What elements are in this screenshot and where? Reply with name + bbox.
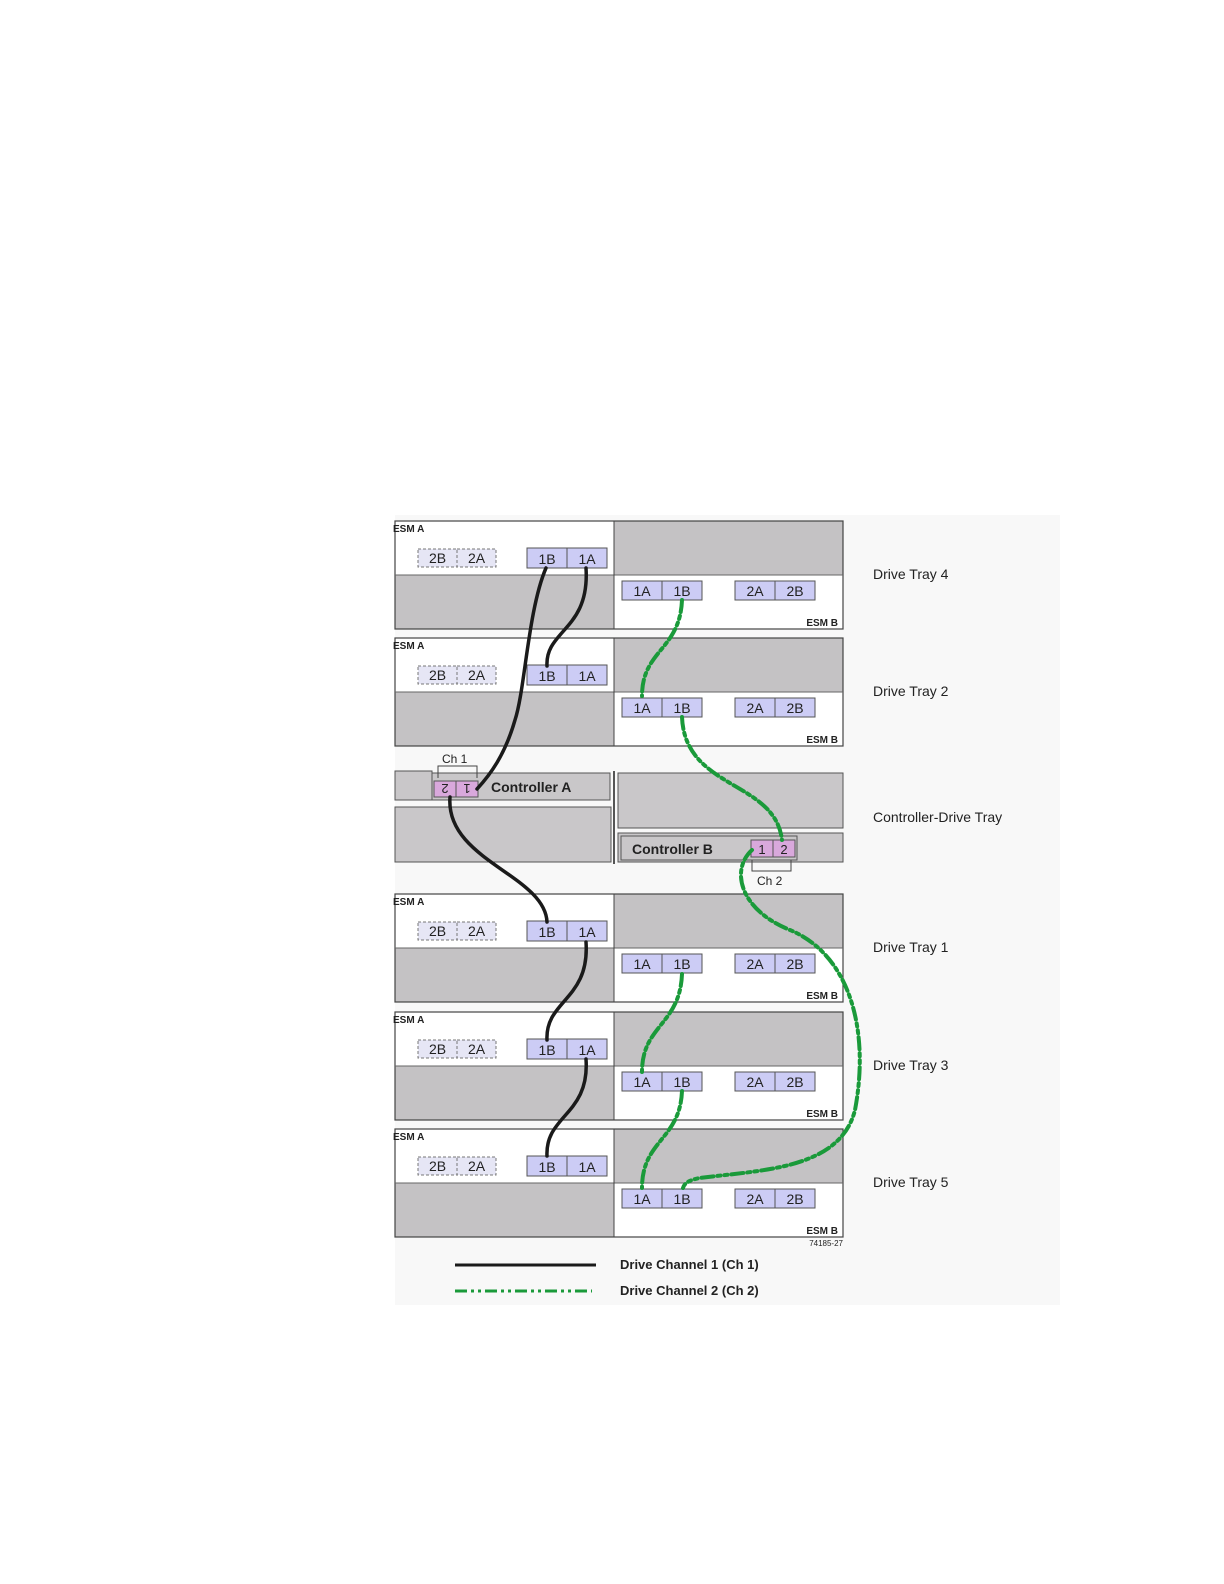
ch2-cable-tray2-1b-to-controller-b: [680, 715, 784, 842]
ch1-cable-tray1-1a-to-tray3-1b: [545, 940, 588, 1042]
esm-a-port-1b-label: 1B: [538, 668, 555, 684]
esm-a-port-1a-label: 1A: [578, 551, 596, 567]
ch2-bracket: [751, 860, 792, 872]
esm-a-port-2b-label: 2B: [429, 1158, 446, 1174]
esm-a-port-1a: [566, 1155, 608, 1177]
ch2-label: Ch 2: [757, 874, 783, 888]
esm-b-port-2b-label: 2B: [786, 583, 803, 599]
controller-b-port-2-label: 2: [780, 842, 787, 857]
esm-a-port-2a: [456, 1156, 497, 1176]
esm-b-port-2b: [774, 580, 816, 601]
esm-b-port-2a-label: 2A: [746, 700, 764, 716]
esm-a-port-2a-label: 2A: [468, 1041, 486, 1057]
esm-a-port-2b-label: 2B: [429, 1041, 446, 1057]
ch2-cable-tray3-1b-to-tray5-1a: [640, 1089, 684, 1190]
controller-a-port-2-label: 2: [441, 781, 448, 796]
controller-b-label: Controller B: [632, 841, 713, 857]
drive-tray-label: Drive Tray 1: [873, 939, 949, 955]
drive-tray-label: Drive Tray 3: [873, 1057, 949, 1073]
esm-b-port-2b-label: 2B: [786, 956, 803, 972]
esm-a-label: ESM A: [393, 524, 424, 535]
ch1-cable-tray4-1b-to-controller-a: [475, 566, 548, 791]
esm-a-port-1a-label: 1A: [578, 924, 596, 940]
esm-b-port-1b-label: 1B: [673, 956, 690, 972]
esm-a-label: ESM A: [393, 641, 424, 652]
esm-b-port-2a-label: 2A: [746, 1191, 764, 1207]
esm-b-port-1b-label: 1B: [673, 1074, 690, 1090]
esm-b-port-2b: [774, 1188, 816, 1209]
ch1-label: Ch 1: [442, 752, 468, 766]
esm-a-port-1b-label: 1B: [538, 551, 555, 567]
figure-id: 74185-27: [809, 1239, 843, 1248]
esm-a-label: ESM A: [393, 1015, 424, 1026]
esm-a-port-2a-label: 2A: [468, 1158, 486, 1174]
esm-a-port-2b-label: 2B: [429, 550, 446, 566]
esm-b-label: ESM B: [806, 1109, 838, 1120]
ch2-cable-tray1-1b-to-tray3-1a: [640, 972, 684, 1074]
esm-b-port-1b-label: 1B: [673, 1191, 690, 1207]
esm-a-port-2a: [456, 665, 497, 685]
esm-a-port-1a-label: 1A: [578, 668, 596, 684]
ch2-cable-tray4-1b-to-tray2-1a: [640, 598, 684, 698]
drive-tray: ESM A ESM B 2B 2A 1B 1A 1A 1B 2A 2B Drive Tray 5: [393, 1128, 949, 1238]
esm-b-port-2a-label: 2A: [746, 1074, 764, 1090]
drive-tray: ESM A ESM B 2B 2A 1B 1A 1A 1B 2A 2B Drive Tray 1: [393, 893, 949, 1003]
ch1-bracket: [437, 765, 478, 778]
controller-a-port-1-label: 1: [463, 781, 470, 796]
drive-tray: ESM A ESM B 2B 2A 1B 1A 1A 1B 2A 2B Drive Tray 2: [393, 637, 949, 747]
esm-b-label: ESM B: [806, 618, 838, 629]
esm-a-label: ESM A: [393, 1132, 424, 1143]
controller-a-label: Controller A: [491, 779, 571, 795]
legend-ch1-label: Drive Channel 1 (Ch 1): [620, 1257, 759, 1272]
ch1-cable-tray3-1a-to-tray5-1b: [545, 1057, 588, 1158]
esm-a-port-2a-label: 2A: [468, 923, 486, 939]
esm-b-port-1a-label: 1A: [633, 1191, 651, 1207]
esm-a-port-2a-label: 2A: [468, 667, 486, 683]
drive-tray-label: Drive Tray 4: [873, 566, 949, 582]
drive-tray-label: Drive Tray 2: [873, 683, 949, 699]
esm-b-port-1a-label: 1A: [633, 1074, 651, 1090]
esm-a-port-1a: [566, 664, 608, 686]
controller-b-port-1-label: 1: [758, 842, 765, 857]
esm-a-port-2a-label: 2A: [468, 550, 486, 566]
ch1-cable-tray4-1a-to-tray2-1b: [545, 566, 588, 668]
esm-b-port-1a-label: 1A: [633, 956, 651, 972]
esm-b-label: ESM B: [806, 735, 838, 746]
esm-b-port-1a-label: 1A: [633, 583, 651, 599]
esm-b-port-2a-label: 2A: [746, 956, 764, 972]
esm-a-port-1b-label: 1B: [538, 924, 555, 940]
esm-b-port-2b: [774, 953, 816, 974]
esm-b-port-2a-label: 2A: [746, 583, 764, 599]
esm-a-port-1b-label: 1B: [538, 1159, 555, 1175]
esm-b-port-1a-label: 1A: [633, 700, 651, 716]
esm-a-port-2a: [456, 548, 497, 568]
legend: Drive Channel 1 (Ch 1) Drive Channel 2 (…: [455, 1257, 759, 1298]
esm-a-port-1a-label: 1A: [578, 1159, 596, 1175]
esm-a-label: ESM A: [393, 897, 424, 908]
esm-b-port-2b: [774, 697, 816, 718]
esm-a-port-2b-label: 2B: [429, 667, 446, 683]
esm-a-port-1a-label: 1A: [578, 1042, 596, 1058]
esm-a-port-2a: [456, 921, 497, 941]
esm-b-label: ESM B: [806, 1226, 838, 1237]
esm-b-port-1b-label: 1B: [673, 700, 690, 716]
controller-drive-tray: 2 1 Controller A 1 2 Controller B Ch 1 C…: [394, 752, 844, 888]
esm-a-port-2b-label: 2B: [429, 923, 446, 939]
esm-a-port-2a: [456, 1039, 497, 1059]
esm-b-port-2b-label: 2B: [786, 700, 803, 716]
legend-ch2-label: Drive Channel 2 (Ch 2): [620, 1283, 759, 1298]
esm-a-port-1b-label: 1B: [538, 1042, 555, 1058]
drive-tray-label: Drive Tray 5: [873, 1174, 949, 1190]
ch1-cable-controller-a-to-tray1-1b: [448, 795, 549, 924]
controller-tray-label: Controller-Drive Tray: [873, 809, 1002, 825]
esm-b-port-1b-label: 1B: [673, 583, 690, 599]
ch2-cable-controller-b-to-tray5-1b: [681, 848, 862, 1190]
esm-b-port-2b: [774, 1071, 816, 1092]
drive-tray: ESM A ESM B 2B 2A 1B 1A 1A 1B 2A 2B Drive Tray 4: [393, 520, 949, 630]
esm-b-label: ESM B: [806, 991, 838, 1002]
esm-b-port-2b-label: 2B: [786, 1191, 803, 1207]
esm-b-port-2b-label: 2B: [786, 1074, 803, 1090]
drive-tray: ESM A ESM B 2B 2A 1B 1A 1A 1B 2A 2B Drive Tray 3: [393, 1011, 949, 1121]
